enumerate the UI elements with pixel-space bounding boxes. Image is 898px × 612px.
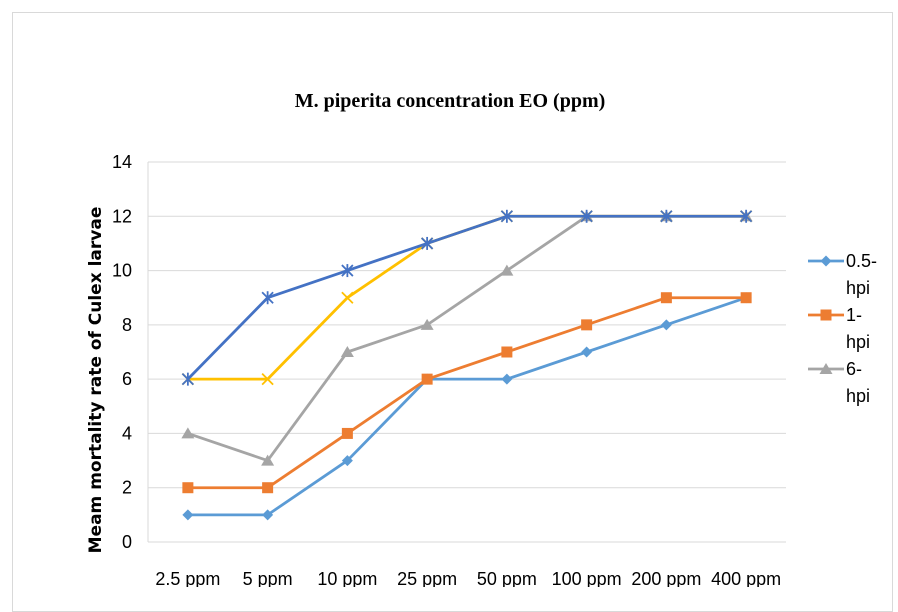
y-tick-label: 6	[122, 369, 132, 389]
y-tick-label: 2	[122, 478, 132, 498]
data-point	[182, 509, 194, 521]
legend-marker	[820, 255, 832, 267]
legend-item: 6- hpi	[808, 359, 870, 406]
data-point	[739, 209, 753, 223]
legend-item: 0.5- hpi	[808, 251, 877, 298]
data-point	[580, 209, 593, 223]
data-point	[420, 236, 434, 250]
data-point	[341, 427, 353, 439]
y-axis-label: Meam mortality rate of Culex larvae	[86, 207, 106, 554]
x-tick-label: 50 ppm	[477, 569, 537, 587]
data-point	[421, 373, 433, 385]
y-tick-label: 4	[122, 423, 132, 443]
data-point	[500, 264, 514, 276]
data-point	[341, 264, 354, 278]
series-line	[186, 214, 747, 381]
data-point	[501, 373, 513, 385]
chart-title: M. piperita concentration EO (ppm)	[295, 90, 606, 112]
y-tick-label: 14	[112, 152, 132, 172]
chart-frame	[12, 12, 893, 612]
series-line	[187, 214, 747, 462]
legend-label: 0.5-	[846, 251, 877, 271]
x-tick-label: 2.5 ppm	[155, 569, 220, 587]
data-point	[181, 427, 195, 439]
data-point	[340, 346, 354, 357]
data-point	[262, 509, 274, 521]
x-tick-label: 400 ppm	[711, 569, 781, 587]
legend-label: hpi	[846, 332, 870, 352]
data-point	[341, 455, 353, 467]
legend-label: hpi	[846, 278, 870, 298]
series-2	[182, 292, 752, 494]
y-tick-label: 12	[112, 206, 132, 226]
legend: 0.5- hpi 1- hpi 6- hpi	[808, 251, 877, 406]
gridlines	[147, 161, 786, 543]
y-tick-labels: 0 2 4 6 8 10 12 14	[112, 152, 132, 552]
x-tick-label: 5 ppm	[243, 569, 293, 587]
data-point	[261, 291, 274, 305]
data-point	[501, 346, 513, 358]
data-point	[261, 373, 274, 386]
y-tick-label: 0	[122, 532, 132, 552]
data-point	[420, 318, 434, 330]
x-tick-label: 25 ppm	[397, 569, 457, 587]
series-lines	[181, 209, 753, 521]
legend-label: 6-	[846, 359, 862, 379]
y-tick-label: 8	[122, 315, 132, 335]
data-point	[581, 346, 593, 358]
legend-item: 1- hpi	[808, 305, 870, 352]
x-marker-stroke	[261, 373, 274, 386]
legend-label: hpi	[846, 386, 870, 406]
x-tick-label: 100 ppm	[552, 569, 622, 587]
series-line	[187, 296, 747, 490]
data-point	[660, 292, 672, 304]
data-point	[261, 454, 275, 466]
series-line	[187, 296, 747, 517]
data-point	[660, 209, 673, 223]
x-marker-stroke	[341, 291, 354, 304]
x-tick-labels: 2.5 ppm 5 ppm 10 ppm 25 ppm 50 ppm 100 ppm 200…	[155, 569, 781, 587]
x-tick-label: 10 ppm	[317, 569, 377, 587]
legend-marker	[820, 309, 832, 321]
line-chart: M. piperita concentration EO (ppm) Meam …	[86, 90, 877, 587]
data-point	[341, 291, 354, 304]
data-point	[581, 319, 593, 331]
data-point	[182, 482, 194, 494]
data-point	[500, 209, 514, 223]
data-point	[181, 372, 195, 386]
data-point	[740, 292, 752, 304]
y-tick-label: 10	[112, 261, 132, 281]
series-5	[181, 209, 753, 386]
series-3	[181, 210, 753, 466]
x-tick-label: 200 ppm	[631, 569, 701, 587]
legend-marker	[819, 363, 833, 374]
data-point	[262, 482, 274, 494]
data-point	[660, 319, 672, 331]
legend-label: 1-	[846, 305, 862, 325]
